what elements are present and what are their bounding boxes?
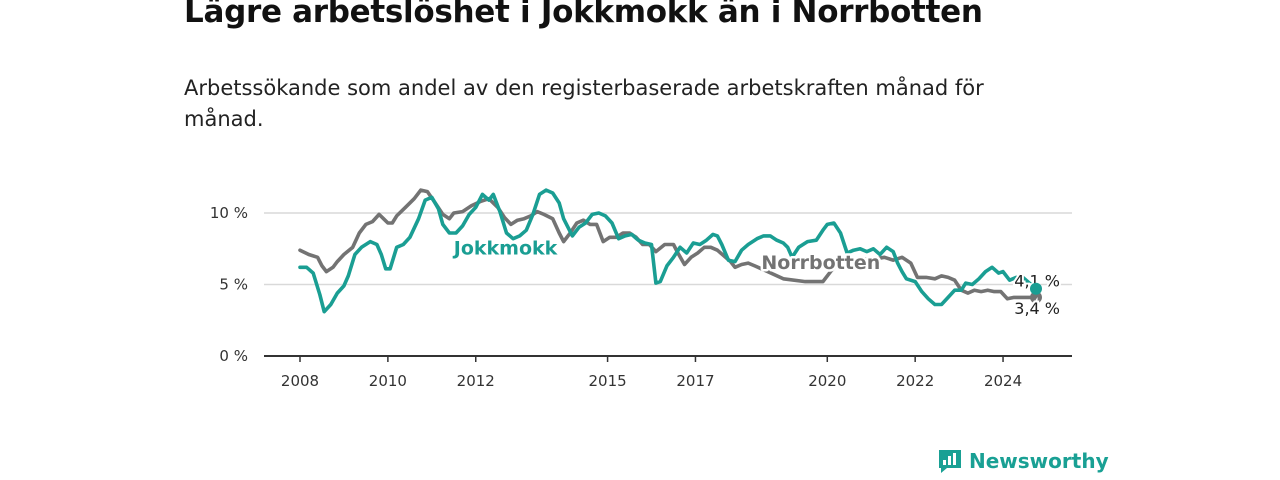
newsworthy-brand: Newsworthy xyxy=(937,448,1109,474)
chart-title: Lägre arbetslöshet i Jokkmokk än i Norrb… xyxy=(184,0,983,30)
y-tick-label: 5 % xyxy=(219,276,248,294)
brand-name: Newsworthy xyxy=(969,449,1109,473)
series-layer xyxy=(298,188,1038,314)
series-label-norrbotten: Norrbotten xyxy=(761,252,880,274)
x-tick-label: 2022 xyxy=(896,372,934,390)
x-tick-label: 2010 xyxy=(369,372,407,390)
x-tick-label: 2008 xyxy=(281,372,319,390)
x-tick-label: 2020 xyxy=(808,372,846,390)
series-label-jokkmokk: Jokkmokk xyxy=(452,237,558,259)
end-value-label-jokkmokk: 3,4 % xyxy=(1014,299,1060,318)
end-marker-jokkmokk xyxy=(1030,282,1042,295)
x-tick-label: 2024 xyxy=(984,372,1022,390)
x-tick-label: 2017 xyxy=(676,372,714,390)
x-tick-label: 2012 xyxy=(457,372,495,390)
series-line-jokkmokk xyxy=(298,188,1038,314)
end-marker-norrbotten xyxy=(1030,291,1042,304)
axis-layer: 0 % 5 % 10 % 2008 2010 2012 2015 2017 2020 2022 20… xyxy=(210,204,1072,390)
label-layer: 4,1 % 3,4 % Norrbotten Jokkmokk xyxy=(449,235,1062,320)
y-tick-label: 10 % xyxy=(210,204,248,222)
x-tick-label: 2015 xyxy=(588,372,626,390)
y-tick-label: 0 % xyxy=(219,347,248,365)
line-chart: 0 % 5 % 10 % 2008 2010 2012 2015 2017 2020 2022 20… xyxy=(210,188,1072,390)
series-line-norrbotten xyxy=(298,188,1038,301)
newsworthy-logo-icon xyxy=(939,450,961,473)
chart-subtitle: Arbetssökande som andel av den registerb… xyxy=(184,76,984,131)
grid-layer xyxy=(264,212,1072,286)
end-value-label-norrbotten: 4,1 % xyxy=(1014,271,1060,290)
